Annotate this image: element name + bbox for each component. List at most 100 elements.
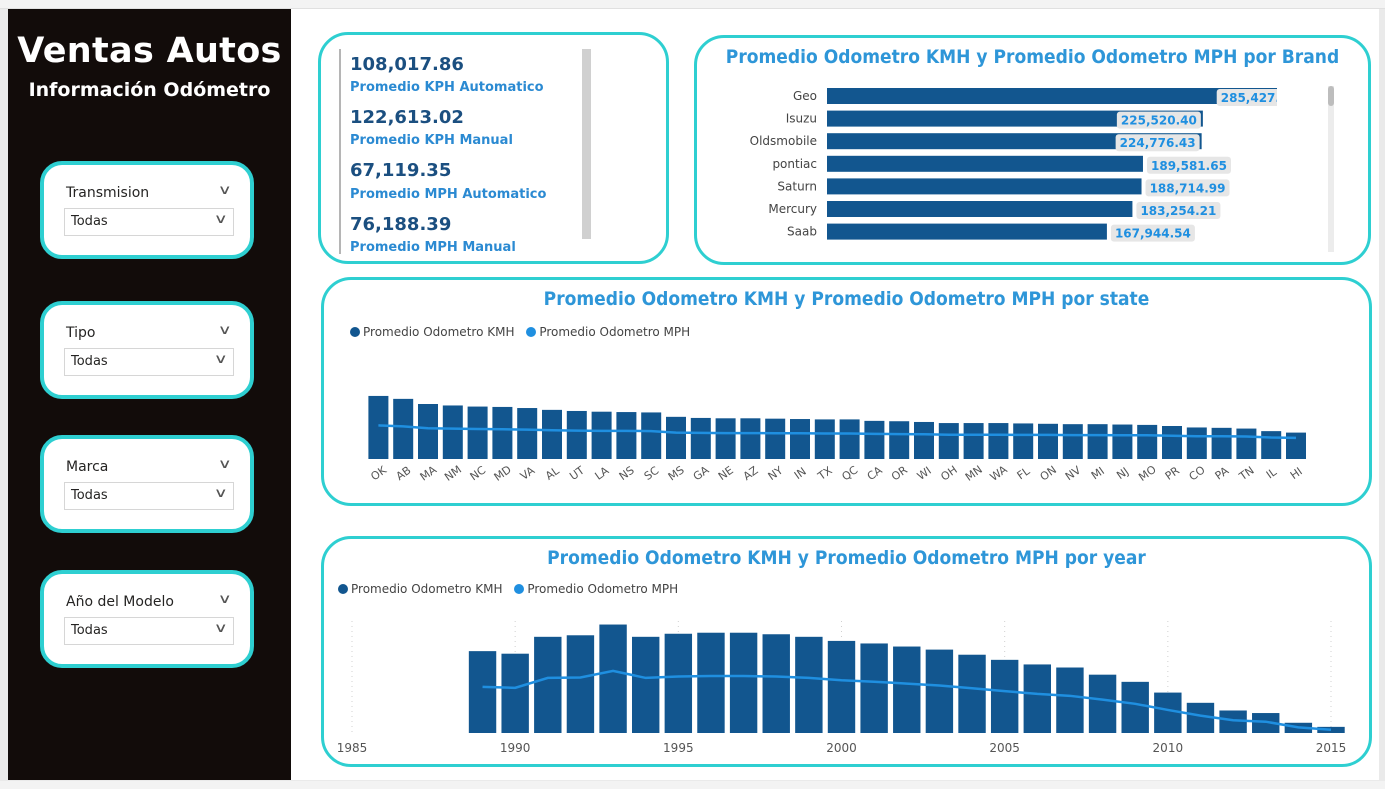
chevron-down-icon[interactable]: ∨: [218, 183, 233, 198]
bar: [1236, 428, 1257, 459]
bar: [517, 408, 538, 459]
bar: [1062, 424, 1083, 459]
bar: [827, 178, 1142, 195]
legend: Promedio Odometro KMH Promedio Odometro …: [338, 582, 686, 596]
data-label: 183,254.21: [1140, 204, 1216, 218]
scrollbar-thumb[interactable]: [1328, 86, 1334, 106]
tick-label: NJ: [1114, 465, 1131, 482]
bar: [1056, 667, 1084, 733]
data-label-bg: [1115, 134, 1200, 152]
tick-label: AZ: [741, 464, 761, 484]
kpi-value: 67,119.35: [350, 160, 452, 181]
tick-label: MD: [492, 463, 514, 484]
bar: [814, 419, 835, 459]
legend-dot: [338, 584, 348, 594]
tick-label: PR: [1163, 464, 1182, 483]
bar: [938, 423, 959, 459]
bar: [599, 624, 627, 733]
tick-label: FL: [1015, 464, 1033, 482]
legend-label: Promedio Odometro KMH: [351, 582, 503, 596]
bar: [765, 418, 786, 459]
bar: [501, 653, 529, 733]
data-label: 167,944.54: [1115, 227, 1191, 241]
tick-label: QC: [839, 463, 860, 483]
tick-label: 2010: [1153, 741, 1184, 753]
sidebar: Ventas Autos Información Odómetro Transm…: [8, 9, 291, 780]
chevron-down-icon[interactable]: ∨: [218, 592, 233, 607]
slicer-ano-modelo: Año del Modelo ∨ Todas ∨: [40, 570, 254, 668]
legend-item: Promedio Odometro MPH: [514, 582, 678, 596]
bar: [958, 654, 986, 733]
tick-label: 2005: [989, 741, 1020, 753]
tick-label: WI: [915, 464, 934, 483]
tick-label: NY: [766, 464, 786, 483]
chart-title: Promedio Odometro KMH y Promedio Odometr…: [725, 46, 1340, 68]
tick-label: MN: [963, 463, 985, 484]
data-label: 285,427.29: [1221, 91, 1277, 105]
bar: [697, 632, 725, 733]
category-label: Saab: [787, 225, 817, 239]
tipo-dropdown[interactable]: Todas ∨: [64, 348, 234, 376]
bar: [492, 406, 513, 459]
bar: [827, 155, 1143, 172]
bar: [790, 419, 810, 459]
tick-label: 1990: [500, 741, 531, 753]
bar: [542, 409, 562, 459]
bar: [740, 418, 761, 459]
slicer-value: Todas: [71, 354, 108, 369]
bar: [889, 421, 910, 459]
tick-label: OK: [368, 463, 389, 483]
bar: [616, 412, 637, 459]
bar: [990, 659, 1019, 733]
bar: [762, 634, 790, 733]
slicer-value: Todas: [71, 623, 108, 638]
bar: [690, 417, 711, 459]
kpi-label: Promedio KPH Manual: [350, 133, 513, 148]
kpi-label: Promedio MPH Automatico: [350, 187, 547, 202]
chevron-down-icon[interactable]: ∨: [218, 323, 233, 338]
scrollbar[interactable]: [582, 49, 591, 239]
chevron-down-icon: ∨: [214, 212, 229, 227]
bar: [1038, 423, 1058, 459]
bar: [1023, 664, 1052, 733]
data-label-bg: [1136, 202, 1221, 219]
data-label-bg: [1116, 111, 1201, 129]
scrollbar[interactable]: [1328, 86, 1334, 252]
tick-label: 2000: [826, 741, 857, 753]
transmision-dropdown[interactable]: Todas ∨: [64, 208, 234, 236]
bar: [1087, 424, 1108, 459]
category-label: Saturn: [777, 179, 817, 193]
legend: Promedio Odometro KMH Promedio Odometro …: [350, 325, 698, 339]
tick-label: 1985: [337, 741, 368, 753]
chevron-down-icon[interactable]: ∨: [218, 457, 233, 472]
tick-label: MO: [1136, 463, 1159, 484]
marca-dropdown[interactable]: Todas ∨: [64, 482, 234, 510]
chevron-down-icon: ∨: [214, 486, 229, 501]
data-label-bg: [1216, 89, 1277, 106]
ano-modelo-dropdown[interactable]: Todas ∨: [64, 617, 234, 645]
bar: [1154, 692, 1182, 733]
brand-chart-card: Promedio Odometro KMH y Promedio Odometr…: [694, 35, 1371, 265]
bar: [1286, 432, 1306, 459]
chevron-down-icon: ∨: [214, 352, 229, 367]
state-chart-card: Promedio Odometro KMH y Promedio Odometr…: [321, 277, 1372, 506]
data-label: 188,714.99: [1150, 181, 1226, 195]
bar: [1219, 710, 1247, 733]
tick-label: NC: [468, 463, 489, 483]
bar: [827, 640, 856, 733]
bar: [864, 420, 885, 459]
tick-label: VA: [518, 464, 538, 483]
tick-label: HI: [1288, 465, 1305, 482]
bar: [566, 410, 587, 459]
bar: [893, 646, 921, 733]
bar: [729, 632, 758, 733]
tick-label: AB: [394, 464, 414, 483]
bar: [1186, 427, 1207, 459]
tick-label: ON: [1038, 463, 1059, 483]
bar: [1121, 681, 1149, 733]
tick-label: OH: [938, 463, 959, 483]
tick-label: OR: [889, 463, 910, 483]
bar: [827, 133, 1202, 150]
brand-bar-chart: Geo 285,427.29 Isuzu 225,520.40 Oldsmobile 22…: [750, 88, 1277, 242]
bar: [664, 633, 693, 733]
